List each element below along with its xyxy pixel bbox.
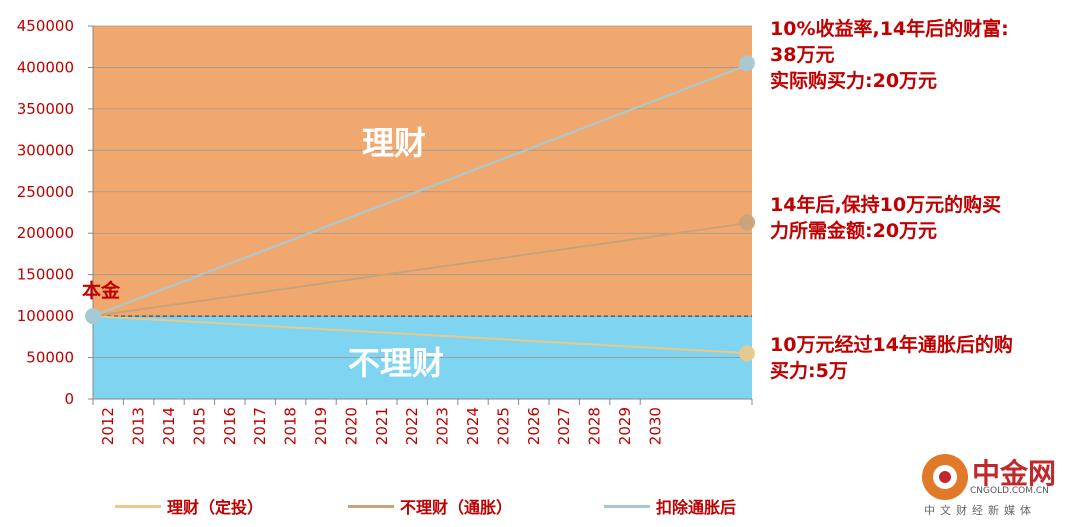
series-line bbox=[92, 62, 753, 318]
y-tick-label: 450000 bbox=[17, 17, 74, 35]
annotation-line: 10万元经过14年通胀后的购 bbox=[770, 334, 1013, 356]
annotation-line: 买力:5万 bbox=[770, 360, 848, 382]
y-tick-label: 250000 bbox=[17, 183, 74, 201]
x-tick-label: 2030 bbox=[646, 407, 664, 445]
y-tick-label: 150000 bbox=[17, 266, 74, 284]
x-tick-label: 2025 bbox=[494, 407, 512, 445]
x-tick-label: 2015 bbox=[190, 407, 208, 445]
annotation-line: 14年后,保持10万元的购买 bbox=[770, 194, 1002, 216]
annotation-wealth: 10%收益率,14年后的财富: 38万元 实际购买力:20万元 bbox=[770, 16, 1009, 94]
series-end-point bbox=[739, 55, 755, 72]
x-tick-label: 2026 bbox=[525, 407, 543, 445]
coin-logo-icon bbox=[922, 454, 968, 500]
annotation-line: 38万元 bbox=[770, 44, 835, 66]
x-tick-label: 2021 bbox=[373, 407, 391, 445]
x-tick-label: 2028 bbox=[586, 407, 604, 445]
y-tick-label: 350000 bbox=[17, 100, 74, 118]
lower-region-label: 不理财 bbox=[348, 344, 445, 382]
brand-logo: 中金网 CNGOLD.COM.CN 中文财经新媒体 bbox=[922, 452, 1072, 522]
logo-domain: CNGOLD.COM.CN bbox=[970, 486, 1049, 496]
legend-label: 不理财（通胀） bbox=[400, 498, 513, 517]
y-tick-label: 300000 bbox=[17, 141, 74, 159]
x-tick-label: 2029 bbox=[616, 407, 634, 445]
y-tick-label: 0 bbox=[64, 390, 74, 408]
x-tick-label: 2022 bbox=[403, 407, 421, 445]
x-tick-label: 2013 bbox=[130, 407, 148, 445]
legend-swatch bbox=[115, 505, 161, 508]
x-tick-label: 2020 bbox=[342, 407, 360, 445]
y-tick-label: 50000 bbox=[26, 349, 74, 367]
y-tick-label: 100000 bbox=[17, 307, 74, 325]
upper-region-label: 理财 bbox=[362, 124, 427, 162]
logo-tagline: 中文财经新媒体 bbox=[924, 504, 1036, 517]
x-tick-label: 2012 bbox=[99, 407, 117, 445]
annotation-line: 实际购买力:20万元 bbox=[770, 70, 938, 92]
x-tick-label: 2024 bbox=[464, 407, 482, 445]
legend-label: 扣除通胀后 bbox=[656, 498, 737, 517]
x-tick-label: 2016 bbox=[221, 407, 239, 445]
annotation-needed-amount: 14年后,保持10万元的购买 力所需金额:20万元 bbox=[770, 192, 1001, 244]
x-tick-label: 2019 bbox=[312, 407, 330, 445]
series-end-point bbox=[739, 345, 755, 362]
logo-name: 中金网 bbox=[972, 457, 1057, 490]
upper-region bbox=[93, 26, 752, 317]
x-tick-label: 2023 bbox=[434, 407, 452, 445]
y-tick-label: 200000 bbox=[17, 224, 74, 242]
annotation-purchasing-power: 10万元经过14年通胀后的购 买力:5万 bbox=[770, 332, 1013, 384]
x-tick-label: 2027 bbox=[555, 407, 573, 445]
series-line bbox=[92, 221, 753, 318]
x-tick-label: 2018 bbox=[282, 407, 300, 445]
series-start-point bbox=[85, 308, 101, 325]
x-tick-label: 2017 bbox=[251, 407, 269, 445]
legend-swatch bbox=[604, 505, 650, 508]
y-tick-label: 400000 bbox=[17, 58, 74, 76]
principal-label: 本金 bbox=[82, 280, 121, 302]
annotation-line: 10%收益率,14年后的财富: bbox=[770, 18, 1009, 40]
series-line bbox=[92, 315, 753, 355]
x-tick-label: 2014 bbox=[160, 407, 178, 445]
legend-swatch bbox=[348, 505, 394, 508]
annotation-line: 力所需金额:20万元 bbox=[770, 220, 938, 242]
legend-label: 理财（定投） bbox=[167, 498, 264, 517]
series-end-point bbox=[739, 214, 755, 231]
